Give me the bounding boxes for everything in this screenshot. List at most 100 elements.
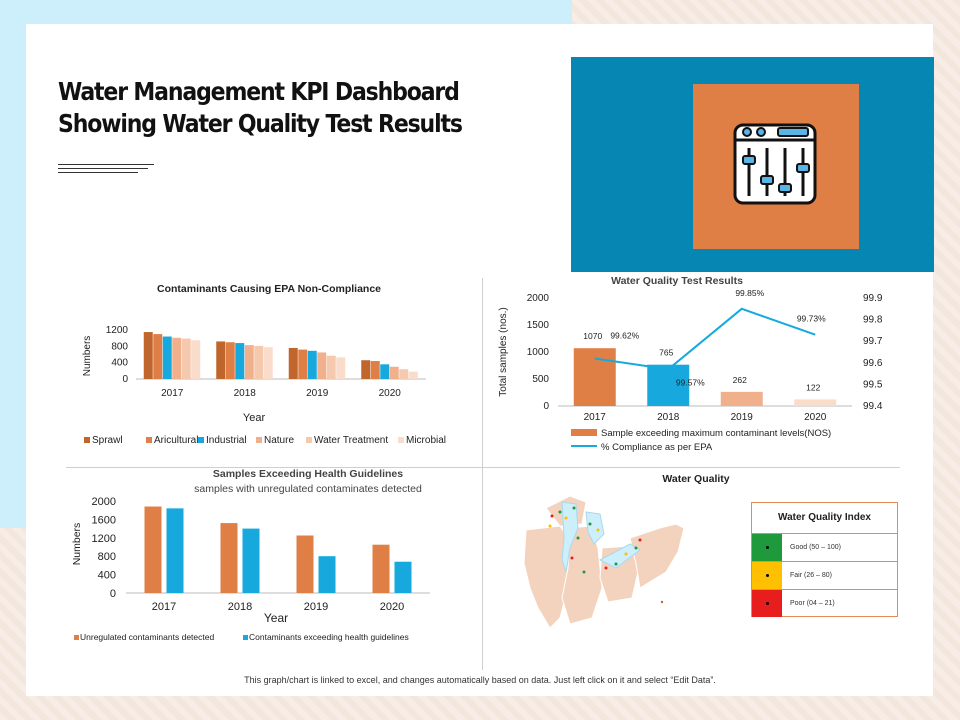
- y2-tick-label: 99.6: [863, 358, 883, 369]
- bar-data-label: 765: [659, 348, 673, 358]
- test-results-chart: Water Quality Test Results Total samples…: [498, 275, 883, 453]
- legend-swatch: [84, 437, 90, 443]
- x-tick-label: 2019: [731, 412, 754, 423]
- bar: [573, 348, 616, 406]
- bar: [143, 332, 153, 379]
- legend-swatch: [146, 437, 152, 443]
- wqi-label-good: Good (50 – 100): [790, 544, 841, 551]
- chart-title: Contaminants Causing EPA Non-Compliance: [157, 283, 381, 295]
- bar: [372, 544, 390, 593]
- bar: [235, 343, 245, 379]
- bar: [244, 345, 254, 379]
- bar: [144, 506, 162, 593]
- y-tick-label: 400: [98, 570, 116, 582]
- y-tick-label: 2000: [92, 496, 116, 508]
- bar: [408, 371, 418, 379]
- y-tick-label: 800: [111, 341, 128, 352]
- bar: [220, 523, 238, 593]
- compliance-line: [594, 307, 816, 371]
- line-data-label: 99.85%: [735, 288, 764, 298]
- bar-data-label: 122: [806, 382, 820, 392]
- y-tick-label: 1500: [527, 320, 550, 331]
- legend-swatch: [74, 635, 79, 640]
- legend-label: Microbial: [406, 435, 446, 446]
- divider-vertical: [482, 278, 483, 670]
- map-lake-2: [585, 511, 605, 545]
- bar: [225, 342, 235, 379]
- bar: [399, 369, 409, 379]
- y2-tick-label: 99.7: [863, 336, 883, 347]
- y2-tick-label: 99.8: [863, 315, 883, 326]
- bar-data-label: 262: [733, 375, 747, 385]
- bar: [317, 352, 327, 379]
- y2-tick-label: 99.9: [863, 293, 883, 304]
- bar: [172, 337, 182, 379]
- legend-label: Nature: [264, 435, 294, 446]
- wqi-label-poor: Poor (04 – 21): [790, 600, 835, 607]
- bar: [288, 347, 298, 379]
- y-tick-label: 1200: [92, 533, 116, 545]
- bar: [370, 361, 380, 379]
- hero-icon-box: [693, 84, 859, 249]
- contaminants-chart: Contaminants Causing EPA Non-Compliance …: [82, 283, 446, 446]
- wqi-swatch-fair: [752, 562, 782, 589]
- y-axis-label: Numbers: [82, 336, 93, 377]
- bar: [380, 364, 390, 379]
- y-tick-label: 0: [543, 401, 549, 412]
- x-tick-label: 2020: [804, 412, 827, 423]
- bar-data-label: 1070: [583, 331, 602, 341]
- legend-swatch: [198, 437, 204, 443]
- map-title: Water Quality: [662, 473, 729, 485]
- legend-swatch: [571, 429, 597, 436]
- x-tick-label: 2017: [161, 388, 184, 399]
- footer-note: This graph/chart is linked to excel, and…: [244, 675, 716, 685]
- map-regions: [523, 495, 685, 629]
- y-tick-label: 1000: [527, 347, 550, 358]
- map-lake-3: [598, 543, 641, 569]
- page-title: Water Management KPI Dashboard Showing W…: [58, 77, 463, 138]
- chart-title: Water Quality Test Results: [611, 275, 743, 287]
- legend-label: Contaminants exceeding health guidelines: [249, 632, 409, 642]
- legend-label: Water Treatment: [314, 435, 388, 446]
- legend-label: Industrial: [206, 435, 247, 446]
- wqi-swatch-good: [752, 534, 782, 561]
- legend-swatch: [256, 437, 262, 443]
- bar: [162, 336, 172, 379]
- bar: [298, 349, 308, 379]
- map-region-northeast: [629, 523, 685, 589]
- chart-subtitle: samples with unregulated contaminates de…: [194, 483, 422, 495]
- bar: [336, 357, 346, 379]
- legend-swatch: [306, 437, 312, 443]
- bar: [794, 399, 837, 406]
- y-tick-label: 1600: [92, 514, 116, 526]
- y-tick-label: 0: [122, 374, 128, 385]
- y-tick-label: 0: [110, 588, 116, 600]
- bar: [318, 556, 336, 593]
- map-region-west: [523, 525, 571, 629]
- bar: [254, 345, 264, 379]
- bar: [389, 366, 399, 379]
- wqi-title: Water Quality Index: [752, 503, 897, 534]
- x-tick-label: 2019: [306, 388, 329, 399]
- x-tick-label: 2017: [584, 412, 607, 423]
- bar: [153, 334, 163, 379]
- x-tick-label: 2019: [304, 601, 328, 613]
- x-tick-label: 2020: [380, 601, 404, 613]
- wqi-row-fair: Fair (26 – 80): [752, 562, 897, 590]
- legend-label: Aricultural: [154, 435, 198, 446]
- legend-swatch: [243, 635, 248, 640]
- bar: [181, 338, 191, 379]
- y-axis-label: Total samples (nos.): [498, 307, 509, 396]
- x-axis-label: Year: [264, 611, 288, 625]
- x-tick-label: 2018: [228, 601, 252, 613]
- bar: [296, 535, 314, 593]
- bar: [647, 364, 690, 406]
- y-tick-label: 800: [98, 551, 116, 563]
- bar: [242, 528, 260, 593]
- line-data-label: 99.62%: [610, 330, 639, 340]
- x-tick-label: 2020: [379, 388, 402, 399]
- wqi-label-fair: Fair (26 – 80): [790, 572, 833, 579]
- wqi-row-good: Good (50 – 100): [752, 534, 897, 562]
- y-tick-label: 1200: [106, 325, 129, 336]
- x-axis-label: Year: [243, 412, 266, 424]
